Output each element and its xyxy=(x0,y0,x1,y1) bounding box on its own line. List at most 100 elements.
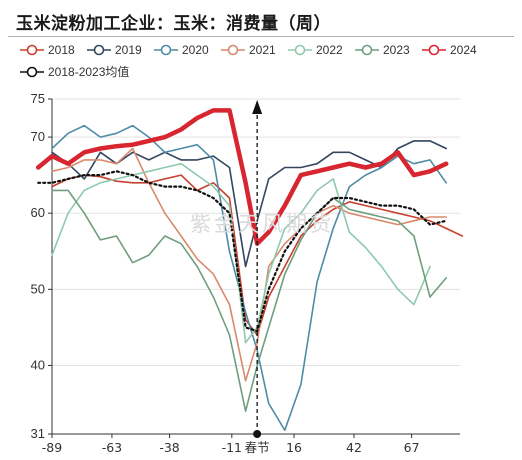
point-2018-2023均值-12 xyxy=(283,249,287,253)
legend-item-2019: 2019 xyxy=(87,43,142,57)
point-2023--33 xyxy=(179,242,183,246)
point-2024--47 xyxy=(147,139,151,143)
point-2022--5 xyxy=(244,341,248,345)
point-2018-2023均值--33 xyxy=(179,185,183,189)
point-2021--33 xyxy=(179,234,183,238)
point-2021--40 xyxy=(163,211,167,215)
point-2020-82 xyxy=(444,181,448,185)
point-2022--33 xyxy=(179,162,183,166)
point-2024--82 xyxy=(66,162,70,166)
point-2018-61 xyxy=(396,211,400,215)
legend-label-2022: 2022 xyxy=(316,43,343,57)
legend-label-2020: 2020 xyxy=(182,43,209,57)
point-2021-33 xyxy=(331,204,335,208)
series-line-2023 xyxy=(51,189,447,412)
point-2018-82 xyxy=(444,226,448,230)
point-2019--33 xyxy=(179,158,183,162)
point-2024--61 xyxy=(115,144,119,148)
series-line-2024 xyxy=(35,108,449,246)
point-2024--5 xyxy=(244,181,248,185)
point-2023-61 xyxy=(396,219,400,223)
spring-festival-arrow xyxy=(252,100,263,114)
point-2018--12 xyxy=(227,196,231,200)
point-2018-2023均值-47 xyxy=(363,200,367,204)
point-2018-2023均值--26 xyxy=(195,188,199,192)
point-2021--19 xyxy=(211,272,215,276)
point-2022--68 xyxy=(98,181,102,185)
point-2023-19 xyxy=(299,238,303,242)
point-2024-40 xyxy=(347,162,351,166)
series-2024 xyxy=(35,108,449,246)
legend-swatch-marker-2018-2023均值 xyxy=(26,66,38,78)
legend-swatch-marker-2024 xyxy=(428,44,440,56)
point-2024--19 xyxy=(211,108,215,112)
point-2023--75 xyxy=(82,211,86,215)
x-tick-label--89: -89 xyxy=(42,440,62,455)
point-2024-26 xyxy=(315,169,319,173)
series-lines xyxy=(35,108,464,431)
point-2022--82 xyxy=(66,211,70,215)
point-2022-33 xyxy=(331,177,335,181)
point-2018-2023均值--54 xyxy=(131,173,135,177)
point-2018--54 xyxy=(131,181,135,185)
point-2023--12 xyxy=(227,333,231,337)
point-2023-75 xyxy=(428,295,432,299)
point-2019--5 xyxy=(244,265,248,269)
point-2021-68 xyxy=(412,219,416,223)
point-2024-61 xyxy=(396,150,400,154)
point-2024-54 xyxy=(380,162,384,166)
point-2018-2023均值--61 xyxy=(115,169,119,173)
point-2023--19 xyxy=(211,295,215,299)
series-2023 xyxy=(51,189,448,412)
legend-item-2020: 2020 xyxy=(154,43,209,57)
point-2024-19 xyxy=(299,173,303,177)
x-tick-label-16: 16 xyxy=(286,440,302,455)
legend-label-2024: 2024 xyxy=(450,43,477,57)
point-2021--75 xyxy=(82,158,86,162)
point-2018-2023均值--68 xyxy=(98,173,102,177)
point-2020--19 xyxy=(211,158,215,162)
point-2023--54 xyxy=(131,261,135,265)
point-2019-82 xyxy=(444,146,448,150)
point-2022-61 xyxy=(396,287,400,291)
point-2023-68 xyxy=(412,234,416,238)
watermark: 紫金天风期货 xyxy=(190,212,334,236)
point-2019-12 xyxy=(283,166,287,170)
point-2020-68 xyxy=(412,162,416,166)
point-2018-2023均值--40 xyxy=(163,185,167,189)
legend-swatch-marker-2022 xyxy=(294,44,306,56)
point-2024--26 xyxy=(195,116,199,120)
legend-label-2018: 2018 xyxy=(48,43,75,57)
point-2024--12 xyxy=(227,108,231,112)
point-2024--33 xyxy=(179,127,183,131)
point-2020-40 xyxy=(347,185,351,189)
point-2020--68 xyxy=(98,135,102,139)
point-2023--40 xyxy=(163,234,167,238)
point-2023-82 xyxy=(444,276,448,280)
point-2021-61 xyxy=(396,223,400,227)
legend-swatch-marker-2018 xyxy=(26,44,38,56)
point-2024-12 xyxy=(283,204,287,208)
x-tick-label--38: -38 xyxy=(159,440,179,455)
point-2022-68 xyxy=(412,303,416,307)
x-tick-label--63: -63 xyxy=(102,440,122,455)
point-2019--12 xyxy=(227,166,231,170)
point-2020-19 xyxy=(299,383,303,387)
point-2018-47 xyxy=(363,204,367,208)
point-2023--61 xyxy=(115,234,119,238)
point-2022-40 xyxy=(347,230,351,234)
y-tick-label-70: 70 xyxy=(31,129,45,144)
point-2024-82 xyxy=(444,162,448,166)
series-2020 xyxy=(51,124,448,431)
point-2020-75 xyxy=(428,158,432,162)
series-line-2020 xyxy=(51,124,447,431)
point-2018-2023均值--19 xyxy=(211,196,215,200)
legend-item-2022: 2022 xyxy=(288,43,343,57)
x-tick-label-67: 67 xyxy=(404,440,420,455)
point-2020--40 xyxy=(163,150,167,154)
point-2018-89 xyxy=(460,234,464,238)
point-2019-75 xyxy=(428,139,432,143)
point-2021--26 xyxy=(195,257,199,261)
legend-swatch-marker-2021 xyxy=(227,44,239,56)
point-2020--26 xyxy=(195,143,199,147)
